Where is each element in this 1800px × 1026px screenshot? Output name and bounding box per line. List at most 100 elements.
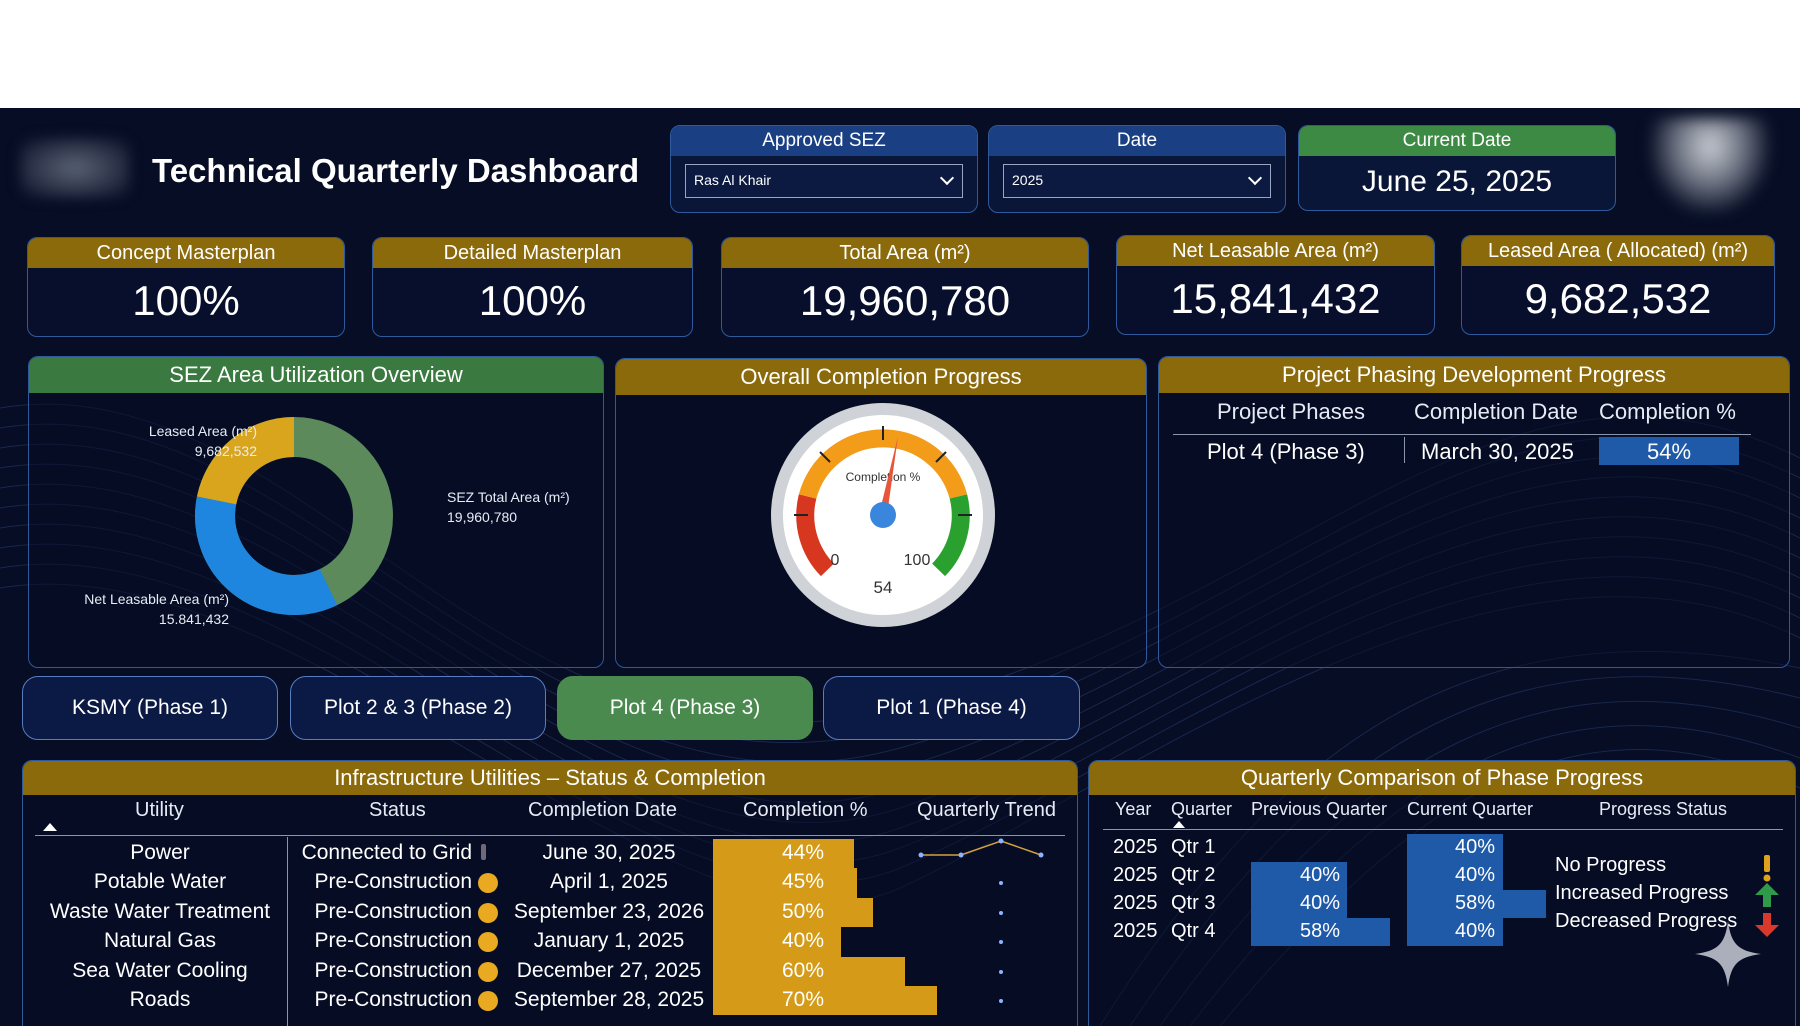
current-date-card: Current Date June 25, 2025 [1298,125,1616,211]
date-value: 2025 [1012,172,1044,188]
quarterly-year: 2025 [1113,892,1158,914]
quarterly-curr: 58% [1454,892,1496,914]
quarterly-quarter: Qtr 1 [1171,836,1216,858]
utilization-panel: SEZ Area Utilization Overview Leased Are… [28,356,604,668]
utilization-title: SEZ Area Utilization Overview [29,357,603,393]
sort-ascending-icon[interactable] [43,823,57,831]
date-slicer: Date 2025 [988,125,1286,213]
phasing-row-pct-bar [1599,437,1739,465]
phasing-row-pct: 54% [1646,439,1692,464]
phasing-row-phase: Plot 4 (Phase 3) [1207,439,1365,464]
infra-pct: 44% [781,841,825,864]
trend-point [999,881,1003,886]
quarterly-prev: 40% [1299,892,1341,914]
status-dot [478,961,498,982]
kpi-total-area: Total Area (m²) 19,960,780 [721,237,1089,337]
chevron-down-icon [939,170,955,186]
trend-point [1038,852,1044,858]
quarterly-col-status: Progress Status [1599,799,1728,819]
gauge-band-high [931,494,970,577]
infra-pct-bar [713,956,905,986]
leased-area-value: 9,682,532 [194,443,257,459]
infra-status: Pre-Construction [314,958,472,982]
kpi-value: 15,841,432 [1170,275,1381,322]
status-dot [478,902,498,923]
infra-pct-bar [713,986,937,1016]
infra-status: Connected to Grid [301,841,472,864]
infra-pct-bar [713,839,854,869]
quarterly-prev: 58% [1299,920,1341,942]
status-dot [478,932,498,953]
trend-point [999,969,1003,974]
infrastructure-panel: Infrastructure Utilities – Status & Comp… [22,760,1078,1026]
completion-gauge: Completion % 0 100 54 [771,403,995,627]
infra-status: Pre-Construction [314,899,472,923]
gauge-min: 0 [831,552,840,569]
gauge-label: Completion % [846,470,921,484]
infra-date: June 30, 2025 [542,841,676,864]
infra-pct: 50% [781,899,825,923]
net-area-value: 15.841,432 [158,611,229,627]
status-dot [478,873,498,894]
sparkle-icon [1695,921,1761,987]
phase-button-plot-2-3[interactable]: Plot 2 & 3 (Phase 2) [290,676,546,740]
phasing-col-date: Completion Date [1414,399,1578,424]
quarterly-quarter: Qtr 2 [1171,864,1216,886]
infra-pct-bar [713,927,841,957]
donut-slice-leased [196,417,295,506]
infra-pct: 70% [781,988,825,1011]
infra-utility: Sea Water Cooling [72,958,248,982]
trend-point [918,852,924,858]
phase-button-ksmy[interactable]: KSMY (Phase 1) [22,676,278,740]
infra-status: Pre-Construction [314,929,472,953]
infra-utility: Natural Gas [103,929,217,953]
infra-utility: Potable Water [93,870,227,894]
top-margin [0,0,1800,108]
trend-line-power [921,840,1042,856]
approved-sez-dropdown[interactable]: Ras Al Khair [685,164,963,198]
quarterly-header-rule [1103,829,1783,830]
infra-col-status: Status [369,799,426,821]
phasing-row-date: March 30, 2025 [1421,439,1574,464]
quarterly-year: 2025 [1113,864,1158,886]
phase-button-plot-1[interactable]: Plot 1 (Phase 4) [823,676,1080,740]
infra-date: September 28, 2025 [513,988,705,1011]
curr-quarter-bar [1407,890,1546,918]
kpi-value: 100% [478,277,587,324]
quarterly-quarter: Qtr 4 [1171,920,1216,942]
gauge-needle [879,436,898,516]
sort-ascending-icon[interactable] [1173,821,1185,828]
connected-icon [481,844,486,860]
phase-button-plot-4[interactable]: Plot 4 (Phase 3) [557,676,813,740]
approved-sez-label: Approved SEZ [671,126,977,156]
trend-point [999,910,1003,915]
infra-utility: Power [130,841,190,864]
prev-quarter-bar [1251,890,1347,918]
curr-quarter-bar [1407,918,1503,946]
gauge-hub [870,502,896,528]
trend-point [998,838,1004,844]
infra-pct-bar [713,868,857,898]
kpi-label: Detailed Masterplan [373,238,692,268]
approved-sez-value: Ras Al Khair [694,172,772,188]
date-dropdown[interactable]: 2025 [1003,164,1271,198]
quarterly-year: 2025 [1113,920,1158,942]
trend-point [958,852,964,858]
legend-decreased-progress: Decreased Progress [1555,910,1738,932]
exclamation-icon [1763,855,1771,882]
leased-area-name: Leased Area (m²) [148,423,257,439]
prev-quarter-bar [1251,918,1390,946]
completion-title: Overall Completion Progress [616,359,1146,395]
phasing-col-phase: Project Phases [1217,399,1365,424]
arrow-down-icon [1755,913,1779,937]
infra-trend-sparkline [918,838,1044,858]
net-area-label: Net Leasable Area (m²) 15.841,432 [69,589,229,629]
quarterly-prev: 40% [1299,864,1341,886]
trend-point [999,940,1003,945]
infra-status: Pre-Construction [314,870,472,894]
kpi-detailed-masterplan: Detailed Masterplan 100% [372,237,693,337]
kpi-label: Leased Area ( Allocated) (m²) [1462,236,1774,266]
gauge-value: 54 [874,578,893,597]
current-date-value: June 25, 2025 [1361,165,1553,198]
approved-sez-slicer: Approved SEZ Ras Al Khair [670,125,978,213]
